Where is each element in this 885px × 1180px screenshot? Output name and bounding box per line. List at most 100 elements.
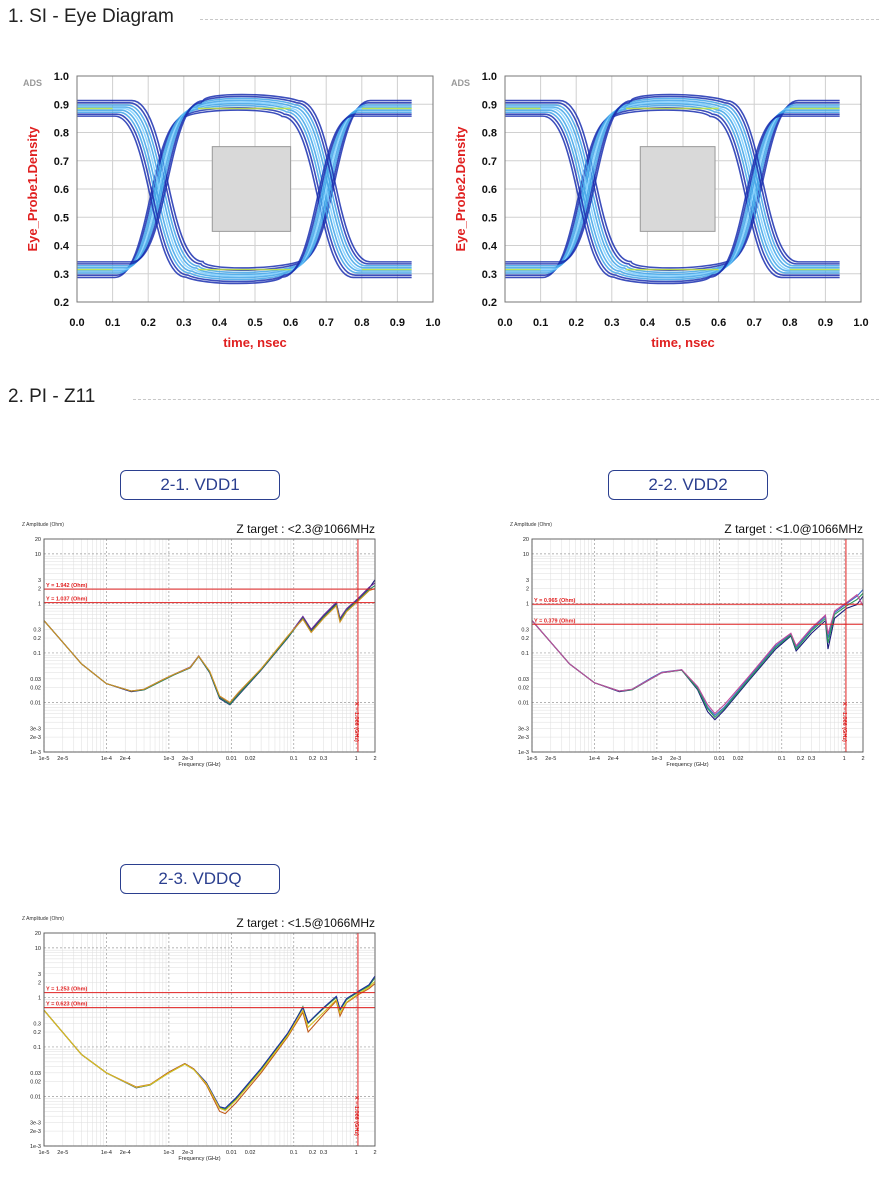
z11-plot-vdd2: Z target : <1.0@1066MHz Z Amplitude (Ohm)… (510, 522, 865, 768)
x-tick-label: 0.1 (533, 317, 548, 329)
y-tick-label: 3 (38, 972, 41, 978)
section-divider (133, 399, 879, 400)
target-line-label: Y = 0.379 (Ohm) (534, 618, 575, 624)
x-tick-label: 0.2 (797, 756, 805, 762)
x-tick-label: 0.3 (320, 1150, 328, 1156)
eye-trace (505, 95, 840, 265)
y-tick-label: 0.4 (54, 241, 70, 253)
y-axis-label: Z Amplitude (Ohm) (22, 916, 64, 922)
z-series-group (43, 579, 376, 706)
y-tick-label: 0.8 (54, 128, 69, 140)
y-tick-label: 20 (523, 537, 529, 543)
eye-trace (77, 113, 412, 283)
eye-trace (77, 115, 412, 285)
z-series-line (43, 588, 376, 704)
z-target-label: Z target : <2.3@1066MHz (236, 522, 375, 536)
subtitle-badge-vdd2: 2-2. VDD2 (608, 470, 768, 500)
x-tick-label: 2e-3 (670, 756, 681, 762)
eye-traces (505, 93, 840, 285)
target-line-label: Y = 0.965 (Ohm) (534, 598, 575, 604)
target-line-label: Y = 1.037 (Ohm) (46, 597, 87, 603)
y-tick-label: 0.1 (33, 651, 41, 657)
eye-trace (505, 115, 840, 285)
y-tick-label: 0.2 (482, 297, 497, 309)
y-tick-label: 0.01 (30, 1094, 41, 1100)
x-tick-label: 0.4 (212, 317, 228, 329)
y-tick-label: 1 (526, 601, 529, 607)
y-tick-label: 3 (526, 578, 529, 584)
y-tick-label: 0.01 (518, 700, 529, 706)
x-tick-label: 1e-3 (651, 756, 662, 762)
y-tick-label: 1.0 (482, 71, 497, 83)
y-tick-label: 2 (38, 587, 41, 593)
y-tick-label: 0.3 (33, 1021, 41, 1027)
y-axis-label: Eye_Probe2.Density (453, 126, 468, 252)
x-tick-label: 0.5 (675, 317, 690, 329)
y-tick-label: 20 (35, 931, 41, 937)
x-tick-label: 2 (373, 1150, 376, 1156)
x-tick-label: 1.0 (425, 317, 440, 329)
x-tick-label: 2 (373, 756, 376, 762)
z11-plot-vdd1: Z target : <2.3@1066MHz Z Amplitude (Ohm)… (22, 522, 377, 768)
x-tick-label: 0.02 (245, 756, 256, 762)
y-tick-label: 0.7 (54, 156, 69, 168)
section-title-si: 1. SI - Eye Diagram (8, 6, 174, 27)
eye-traces (77, 93, 412, 285)
y-tick-label: 0.2 (33, 1030, 41, 1036)
x-tick-label: 0.3 (320, 756, 328, 762)
x-tick-label: 0.2 (569, 317, 584, 329)
x-tick-label: 0.01 (226, 756, 237, 762)
y-tick-label: 2 (526, 587, 529, 593)
x-tick-label: 0.6 (283, 317, 298, 329)
x-axis-label: Frequency (GHz) (178, 1156, 220, 1162)
x-axis-label: Frequency (GHz) (666, 762, 708, 768)
x-tick-label: 0.2 (309, 1150, 317, 1156)
y-tick-label: 1 (38, 601, 41, 607)
z-series-group (43, 975, 376, 1115)
target-line-label: Y = 1.942 (Ohm) (46, 583, 87, 589)
z-target-label: Z target : <1.5@1066MHz (236, 916, 375, 930)
x-tick-label: 0.01 (226, 1150, 237, 1156)
section-title-pi: 2. PI - Z11 (8, 386, 96, 407)
y-tick-label: 0.5 (482, 212, 497, 224)
x-tick-label: 2e-5 (545, 756, 556, 762)
y-tick-label: 0.03 (30, 677, 41, 683)
x-tick-label: 0.3 (604, 317, 619, 329)
x-tick-label: 1e-5 (526, 756, 537, 762)
x-tick-label: 1e-3 (163, 1150, 174, 1156)
x-tick-label: 0.9 (390, 317, 405, 329)
y-tick-label: 0.03 (30, 1071, 41, 1077)
eye-trace (77, 93, 412, 263)
plot-area (43, 932, 376, 1147)
z11-plot-vddq: Z target : <1.5@1066MHz Z Amplitude (Ohm)… (22, 916, 377, 1162)
y-tick-label: 0.3 (482, 269, 497, 281)
x-axis-label: time, nsec (651, 335, 715, 350)
y-tick-label: 0.03 (518, 677, 529, 683)
x-tick-label: 0.1 (290, 756, 298, 762)
y-tick-label: 1e-3 (30, 1144, 41, 1150)
x-tick-label: 0.6 (711, 317, 726, 329)
x-tick-label: 0.2 (141, 317, 156, 329)
x-tick-label: 0.01 (714, 756, 725, 762)
eye-mask (211, 146, 292, 232)
frequency-marker-label: X = 1.066 (GHz) (353, 1096, 359, 1136)
y-tick-label: 0.2 (54, 297, 69, 309)
x-tick-label: 2e-4 (120, 1150, 131, 1156)
x-tick-label: 1e-3 (163, 756, 174, 762)
plot-frame (76, 75, 434, 303)
eye-trace (505, 106, 840, 276)
z-series-group (531, 589, 864, 721)
y-tick-label: 0.2 (33, 636, 41, 642)
watermark: ADS (451, 78, 470, 88)
y-tick-label: 0.8 (482, 128, 497, 140)
y-axis-label: Z Amplitude (Ohm) (22, 522, 64, 528)
x-tick-label: 2e-5 (57, 1150, 68, 1156)
subtitle-badge-vdd1: 2-1. VDD1 (120, 470, 280, 500)
x-tick-label: 2e-3 (182, 1150, 193, 1156)
eye-trace (505, 102, 840, 272)
y-tick-label: 0.3 (33, 627, 41, 633)
x-tick-label: 0.7 (747, 317, 762, 329)
x-tick-label: 1 (355, 756, 358, 762)
x-tick-label: 0.7 (319, 317, 334, 329)
x-tick-label: 0.0 (497, 317, 512, 329)
